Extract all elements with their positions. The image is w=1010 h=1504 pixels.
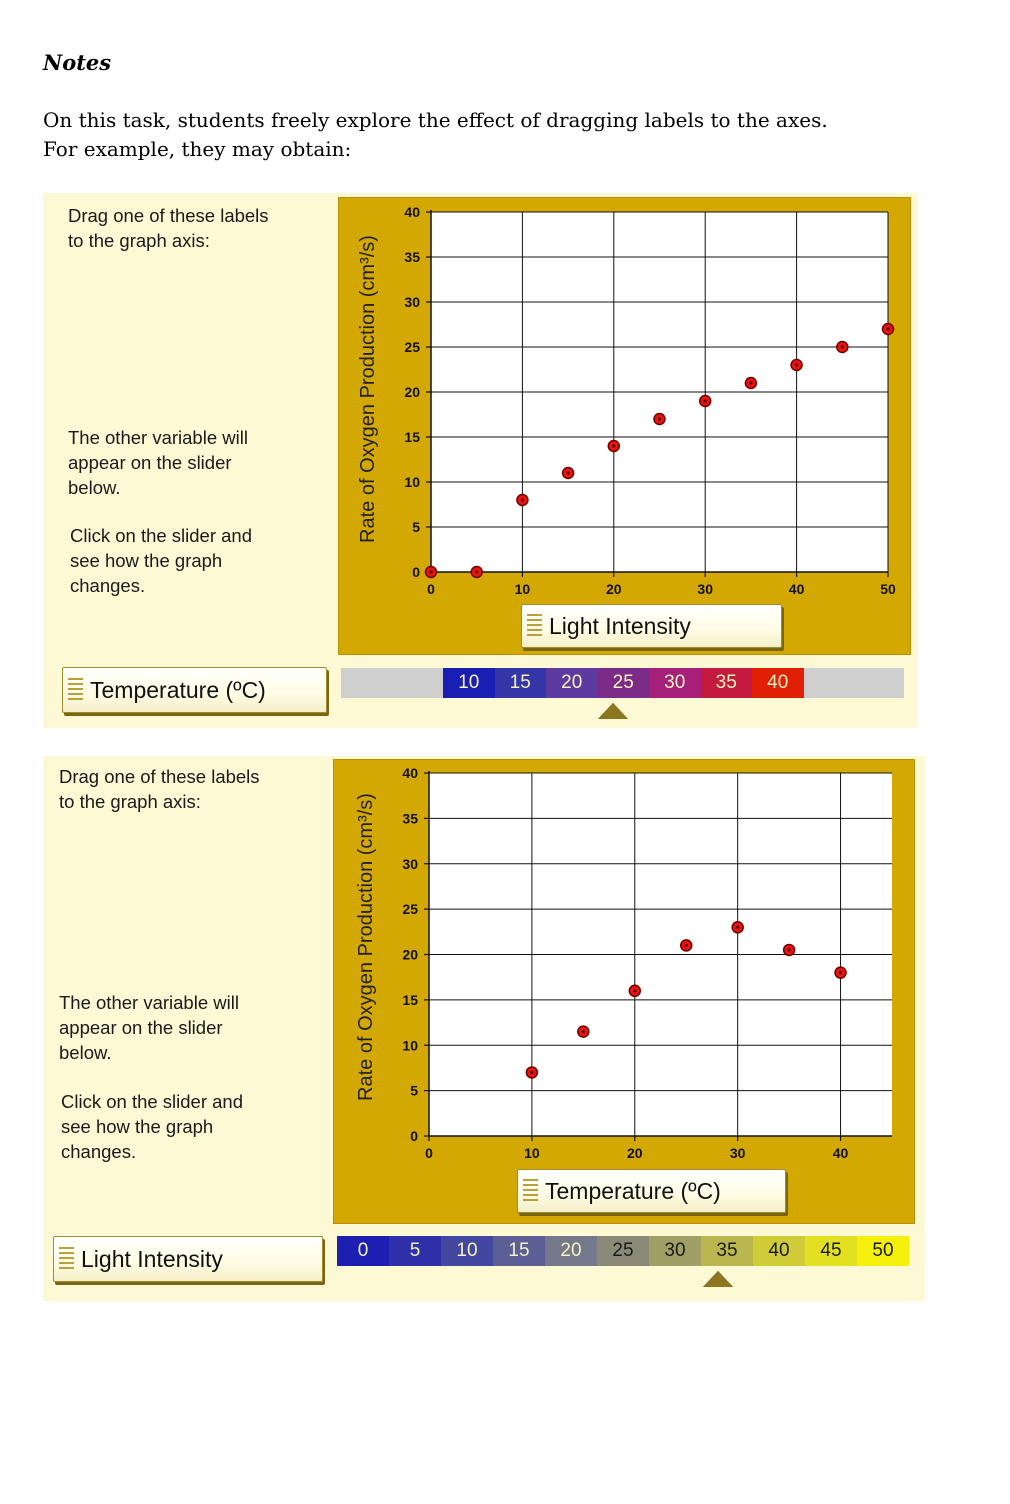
- x-tick-label: 50: [880, 581, 896, 597]
- data-point-center: [886, 327, 890, 331]
- x-axis-label-temperature[interactable]: Temperature (ºC): [517, 1169, 786, 1213]
- slider-instruction: Click on the slider and see how the graph…: [61, 1091, 244, 1162]
- slider-cell-5[interactable]: 5: [389, 1236, 441, 1266]
- data-point-center: [840, 345, 844, 349]
- y-tick-label: 20: [402, 947, 418, 963]
- chart: 0 5 10 15 20 25 30 35 40 0 10 20 30 40 Rate of Oxygen …: [355, 765, 892, 1161]
- data-point-center: [530, 1070, 534, 1075]
- y-tick-label: 30: [402, 856, 418, 872]
- label-light-intensity[interactable]: Light Intensity: [53, 1236, 323, 1282]
- y-tick-label: 5: [412, 519, 420, 535]
- slider-cell-35[interactable]: 35: [701, 1236, 753, 1266]
- y-tick-label: 40: [404, 204, 420, 220]
- data-point-center: [684, 943, 688, 948]
- x-tick-label: 20: [627, 1145, 643, 1161]
- y-tick-label: 10: [402, 1037, 418, 1053]
- chart: 0 5 10 15 20 25 30 35 40 0 10 20 30 40 50 Rate of Oxyge…: [357, 204, 896, 597]
- slider-cell-45[interactable]: 45: [805, 1236, 857, 1266]
- x-tick-label: 0: [427, 581, 435, 597]
- slider-cell-20[interactable]: 20: [545, 1236, 597, 1266]
- slider-cell-30[interactable]: 30: [649, 1236, 701, 1266]
- data-point-center: [633, 989, 637, 993]
- grip-icon: [59, 1247, 74, 1271]
- slider-cell-10[interactable]: 10: [443, 668, 495, 698]
- data-point-center: [475, 570, 479, 574]
- x-tick-label: 0: [425, 1145, 433, 1161]
- x-tick-label: 40: [789, 581, 805, 597]
- y-tick-label: 20: [404, 384, 420, 400]
- x-tick-label: 30: [697, 581, 713, 597]
- other-variable-instruction: The other variable will appear on the sli…: [59, 992, 239, 1063]
- example-panel-2: Drag one of these labels to the graph axi…: [43, 756, 925, 1301]
- data-point-center: [736, 925, 740, 929]
- slider-cell-30[interactable]: 30: [649, 668, 701, 698]
- grip-icon: [527, 614, 542, 638]
- y-tick-label: 0: [410, 1128, 418, 1144]
- drag-instruction: Drag one of these labels to the graph axi…: [68, 205, 269, 251]
- y-tick-label: 35: [404, 249, 420, 265]
- other-variable-instruction: The other variable will appear on the sli…: [68, 427, 248, 498]
- x-tick-label: 10: [524, 1145, 540, 1161]
- slider-pointer-icon[interactable]: [703, 1271, 733, 1287]
- x-tick-label: 10: [515, 581, 531, 597]
- slider-cell-35[interactable]: 35: [700, 668, 752, 698]
- slider-cell-0[interactable]: 0: [337, 1236, 389, 1266]
- y-axis-label: Rate of Oxygen Production (cm³/s): [355, 793, 377, 1101]
- grip-icon: [523, 1179, 538, 1203]
- x-axis-label-light-intensity[interactable]: Light Intensity: [521, 604, 782, 648]
- slider-cell-25[interactable]: 25: [597, 668, 649, 698]
- y-tick-label: 15: [402, 992, 418, 1008]
- data-point-center: [581, 1030, 585, 1034]
- x-tick-label: 20: [606, 581, 622, 597]
- slider-pointer-icon[interactable]: [598, 703, 628, 719]
- drag-instruction: Drag one of these labels to the graph axi…: [59, 766, 260, 812]
- data-point-center: [795, 363, 799, 367]
- y-tick-label: 10: [404, 474, 420, 490]
- grip-icon: [68, 678, 83, 702]
- data-point-center: [787, 948, 791, 952]
- data-point-center: [612, 444, 616, 448]
- slider-cell-20[interactable]: 20: [546, 668, 598, 698]
- y-tick-label: 30: [404, 294, 420, 310]
- graph-frame: 0 5 10 15 20 25 30 35 40 0 10 20 30 40 50 Rate of Oxyge…: [338, 197, 911, 655]
- notes-heading: Notes: [43, 50, 112, 75]
- label-temperature[interactable]: Temperature (ºC): [62, 667, 327, 713]
- slider-cell-10[interactable]: 10: [441, 1236, 493, 1266]
- slider-cell-40[interactable]: 40: [752, 668, 804, 698]
- slider[interactable]: 0 5 10 15 20 25 30 35 40 45 50: [337, 1236, 909, 1266]
- y-axis-label: Rate of Oxygen Production (cm³/s): [357, 235, 379, 543]
- data-point-center: [520, 498, 524, 502]
- slider[interactable]: 10 15 20 25 30 35 40: [443, 668, 804, 698]
- slider-cell-15[interactable]: 15: [493, 1236, 545, 1266]
- y-tick-label: 15: [404, 429, 420, 445]
- data-point-center: [838, 971, 843, 975]
- y-tick-label: 40: [402, 765, 418, 781]
- y-tick-label: 25: [404, 339, 420, 355]
- y-tick-label: 5: [410, 1083, 418, 1099]
- y-tick-label: 35: [402, 810, 418, 826]
- graph-frame: 0 5 10 15 20 25 30 35 40 0 10 20 30 40 Rate of Oxygen …: [333, 759, 915, 1224]
- notes-line-1: On this task, students freely explore th…: [43, 108, 828, 132]
- y-tick-label: 25: [402, 901, 418, 917]
- example-panel-1: Drag one of these labels to the graph axi…: [43, 193, 918, 728]
- slider-cell-50[interactable]: 50: [857, 1236, 909, 1266]
- x-tick-label: 30: [730, 1145, 746, 1161]
- slider-cell-40[interactable]: 40: [753, 1236, 805, 1266]
- data-point-center: [749, 381, 753, 385]
- y-tick-label: 0: [412, 564, 420, 580]
- slider-cell-15[interactable]: 15: [494, 668, 546, 698]
- data-point-center: [429, 570, 433, 574]
- data-point-center: [703, 399, 707, 403]
- slider-cell-25[interactable]: 25: [597, 1236, 649, 1266]
- x-tick-label: 40: [833, 1145, 849, 1161]
- data-point-center: [657, 417, 662, 421]
- notes-line-2: For example, they may obtain:: [43, 137, 352, 161]
- data-point-center: [566, 471, 570, 475]
- slider-instruction: Click on the slider and see how the graph…: [70, 525, 253, 596]
